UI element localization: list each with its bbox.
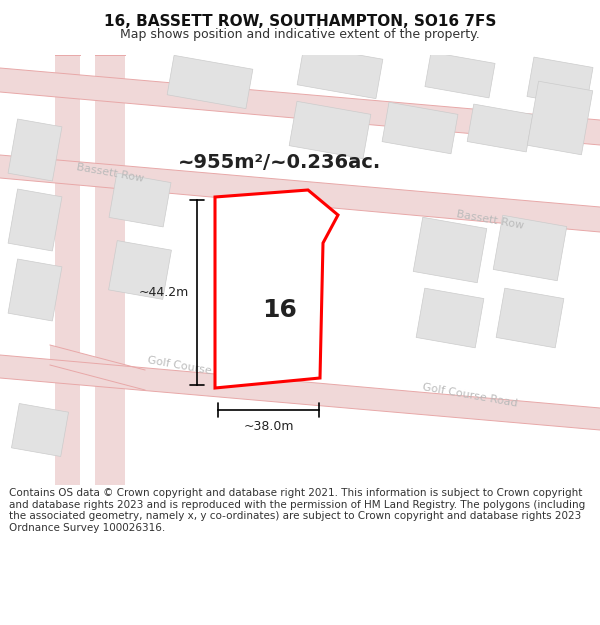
Polygon shape [425, 52, 495, 98]
Text: Golf Course Road: Golf Course Road [146, 355, 244, 381]
Text: Bassett Row: Bassett Row [455, 209, 524, 231]
Polygon shape [215, 190, 338, 388]
Text: 16, BASSETT ROW, SOUTHAMPTON, SO16 7FS: 16, BASSETT ROW, SOUTHAMPTON, SO16 7FS [104, 14, 496, 29]
Polygon shape [413, 217, 487, 282]
Polygon shape [109, 241, 172, 299]
Polygon shape [527, 57, 593, 107]
Text: ~955m²/~0.236ac.: ~955m²/~0.236ac. [178, 154, 381, 173]
Polygon shape [0, 68, 600, 145]
Polygon shape [50, 345, 145, 390]
Text: Bassett Row: Bassett Row [256, 213, 325, 235]
Polygon shape [382, 102, 458, 154]
Polygon shape [55, 55, 80, 485]
Polygon shape [493, 215, 567, 281]
Polygon shape [95, 55, 125, 485]
Text: Contains OS data © Crown copyright and database right 2021. This information is : Contains OS data © Crown copyright and d… [9, 488, 585, 533]
Text: 16: 16 [263, 298, 298, 322]
Polygon shape [8, 119, 62, 181]
Polygon shape [467, 104, 533, 152]
Polygon shape [109, 173, 171, 227]
Polygon shape [496, 288, 564, 348]
Polygon shape [0, 355, 600, 430]
Polygon shape [8, 189, 62, 251]
Polygon shape [8, 259, 62, 321]
Text: ~44.2m: ~44.2m [139, 286, 189, 299]
Polygon shape [11, 404, 68, 456]
Polygon shape [527, 81, 593, 155]
Text: Bassett Row: Bassett Row [76, 162, 145, 184]
Polygon shape [297, 46, 383, 99]
Text: Golf Course Road: Golf Course Road [422, 382, 518, 408]
Polygon shape [416, 288, 484, 348]
Text: ~38.0m: ~38.0m [243, 420, 294, 433]
Polygon shape [167, 56, 253, 109]
Polygon shape [289, 101, 371, 159]
Polygon shape [0, 155, 600, 232]
Text: Map shows position and indicative extent of the property.: Map shows position and indicative extent… [120, 28, 480, 41]
